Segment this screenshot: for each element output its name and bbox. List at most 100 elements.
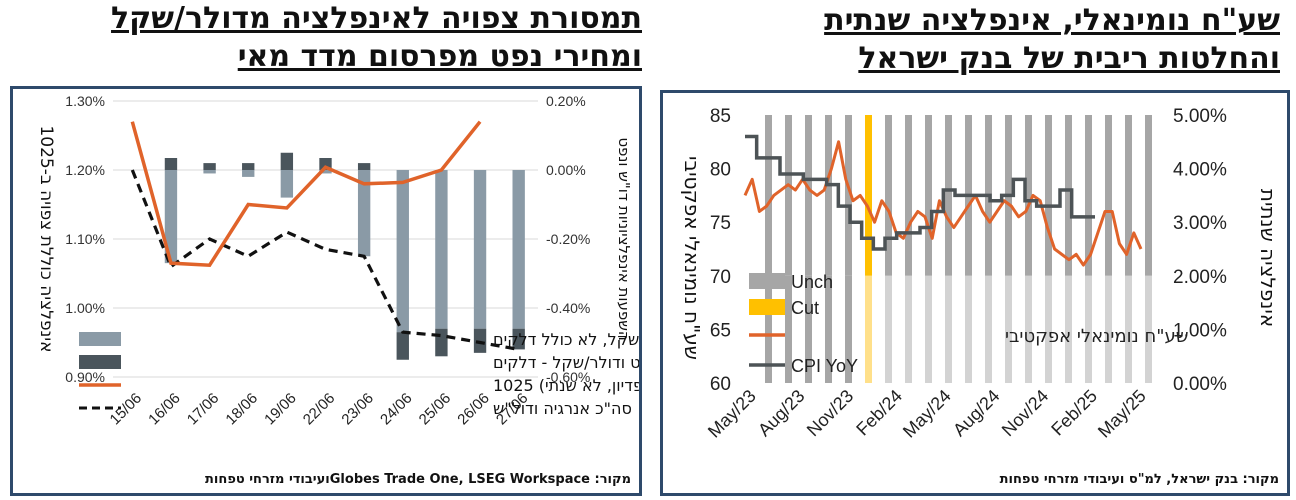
y-tick-label: 70	[710, 267, 731, 288]
left-chart-svg: 1.30% 1.20% 1.10% 1.00% 0.90% 0.20% 0.00% -0.20…	[36, 93, 639, 429]
y-tick-label: 1.20%	[65, 162, 105, 178]
bar-dollar-shekel	[319, 170, 332, 174]
bar-unch	[885, 275, 892, 383]
legend-label: השפעת אינפלציה מנפט ודולר/שקל - דלקים	[493, 353, 639, 372]
bar-unch	[785, 275, 792, 383]
bar-unch	[1125, 115, 1132, 276]
y-axis-title: שע"ח נומינאלי אפקטיבי	[680, 156, 704, 360]
bar-dollar-shekel	[396, 170, 409, 333]
legend-label-fx: שע"ח נומינאלי אפקטיבי	[1005, 326, 1189, 347]
y2-tick-label: -0.60%	[546, 369, 590, 385]
bar-unch	[845, 275, 852, 383]
bar-oil-fuel	[242, 163, 255, 170]
bar-dollar-shekel	[357, 170, 371, 257]
y2-tick-label: -0.20%	[546, 231, 590, 247]
y2-tick-label: 0.00%	[1173, 374, 1227, 395]
line-total-energy-fx	[130, 169, 519, 351]
bar-unch	[805, 275, 812, 383]
y-tick-label: 75	[710, 213, 731, 234]
bar-unch	[805, 115, 812, 276]
x-tick-label: Feb/25	[1047, 386, 1101, 440]
y2-tick-label: 5.00%	[1173, 106, 1227, 127]
x-tick-label: Feb/24	[852, 386, 906, 440]
y-tick-label: 60	[710, 374, 731, 395]
bar-oil-fuel	[473, 328, 487, 353]
left-chart-panel: 1.30% 1.20% 1.10% 1.00% 0.90% 0.20% 0.00% -0.20…	[10, 86, 642, 496]
x-tick-label: Aug/23	[754, 386, 808, 440]
bar-oil-fuel	[512, 328, 525, 350]
bar-unch	[1145, 275, 1152, 383]
right-chart-svg: 85 80 75 70 65 60 5.00% 4.00% 3.00% 2.00% 1.00% 0.0…	[680, 106, 1280, 442]
y2-tick-label: 3.00%	[1173, 213, 1227, 234]
bar-oil-fuel	[203, 163, 216, 170]
y2-tick-label: 4.00%	[1173, 160, 1227, 181]
legend-label: השפעות אינפלציה דולר/שקל, לא כולל דלקים	[493, 330, 639, 349]
bar-unch	[1045, 115, 1052, 276]
y-tick-label: 80	[710, 160, 731, 181]
bar-dollar-shekel	[280, 170, 294, 198]
right-title-line-1: שע"ח נומינאלי, אינפלציה שנתית	[824, 3, 1280, 38]
x-tick-label: 18/06	[222, 390, 261, 429]
bar-unch	[765, 115, 772, 276]
x-tick-label: Nov/23	[803, 386, 857, 440]
bar-unch	[1105, 275, 1112, 383]
line-inflation-expectations	[130, 120, 482, 268]
x-tick-label: 19/06	[261, 390, 300, 429]
right-title-line-2: והחלטות ריבית של בנק ישראל	[858, 41, 1280, 76]
bar-oil-fuel	[396, 332, 409, 360]
bar-dollar-shekel	[512, 170, 525, 329]
bar-unch	[1125, 275, 1132, 383]
y2-tick-label: 2.00%	[1173, 267, 1227, 288]
line-cpi-yoy	[745, 134, 1095, 251]
left-title-line-2: ומחירי נפט מפרסום מדד מאי	[237, 39, 642, 74]
bar-unch	[1085, 115, 1092, 276]
bar-dollar-shekel	[435, 170, 448, 329]
y2-axis-title: השפעות אינפלציוניות דו"ש ונפט	[615, 137, 633, 340]
x-tick-label: 24/06	[377, 390, 416, 429]
legend-label-unch: Unch	[791, 272, 833, 292]
bar-unch	[1045, 275, 1052, 383]
bar-unch	[1105, 115, 1112, 276]
left-chart-title: תמסורת צפויה לאינפלציה מדולר/שקל ומחירי …	[12, 0, 642, 76]
y2-tick-label: 0.00%	[546, 162, 586, 178]
bar-cut	[865, 275, 872, 383]
y2-axis-title: אינפלציה שנתית	[1256, 189, 1280, 327]
bar-dollar-shekel	[242, 170, 255, 177]
bar-dollar-shekel	[473, 170, 487, 329]
bar-unch	[845, 115, 852, 276]
x-tick-label: Aug/24	[949, 386, 1003, 440]
y-tick-label: 1.30%	[65, 93, 105, 109]
y-tick-label: 1.00%	[65, 300, 105, 316]
bar-unch	[1025, 115, 1032, 276]
left-chart-source: מקור: Globes Trade One, LSEG Workspaceוע…	[205, 472, 631, 487]
bar-oil-fuel	[357, 163, 371, 170]
legend-swatch	[79, 332, 121, 346]
bar-unch	[1065, 115, 1072, 276]
bar-dollar-shekel	[203, 170, 216, 174]
y2-tick-label: -0.40%	[546, 300, 590, 316]
bar-unch	[945, 275, 952, 383]
bar-unch	[825, 115, 832, 276]
bar-unch	[905, 115, 912, 276]
right-chart-source: מקור: בנק ישראל, למ"ס ועיבודי מזרחי טפחו…	[999, 472, 1279, 487]
bar-unch	[945, 115, 952, 276]
bar-oil-fuel	[435, 328, 448, 357]
y-axis-title: אינפלציה כוללת צפויה ב-1025	[36, 125, 56, 352]
x-tick-label: 22/06	[300, 390, 339, 429]
right-chart-panel: 85 80 75 70 65 60 5.00% 4.00% 3.00% 2.00% 1.00% 0.0…	[660, 90, 1290, 496]
x-tick-label: 25/06	[416, 390, 455, 429]
x-tick-label: 17/06	[184, 390, 223, 429]
bar-unch	[1065, 275, 1072, 383]
legend-swatch-unch	[749, 273, 785, 289]
bar-unch	[965, 275, 972, 383]
left-title-line-1: תמסורת צפויה לאינפלציה מדולר/שקל	[111, 1, 642, 36]
bar-cut	[865, 115, 872, 276]
bar-unch	[825, 275, 832, 383]
legend-label: סה"כ אנרגיה ודול"ש	[493, 399, 632, 418]
legend-label: ציפיות אינפלציה (לפדיון, לא שנתי) 1025	[493, 376, 639, 395]
bar-unch	[925, 275, 932, 383]
right-chart-title: שע"ח נומינאלי, אינפלציה שנתית והחלטות רי…	[680, 2, 1280, 78]
y2-tick-label: 0.20%	[546, 93, 586, 109]
y-tick-label: 0.90%	[65, 369, 105, 385]
bar-unch	[905, 275, 912, 383]
